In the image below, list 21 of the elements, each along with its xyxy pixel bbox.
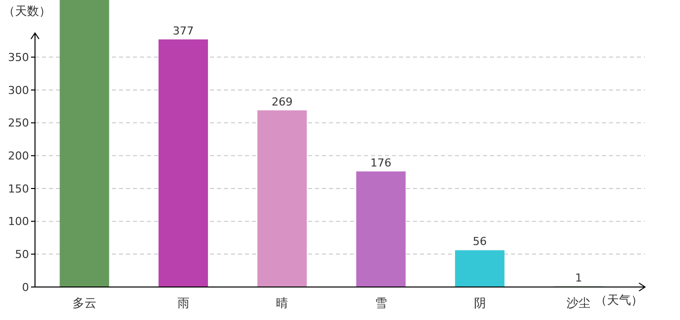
data-label: 56 [472,235,487,248]
y-tick-label: 150 [8,182,29,196]
y-axis-title: （天数） [3,4,51,18]
y-tick-label: 200 [8,150,29,162]
x-tick-label: 雪 [374,296,387,310]
x-tick-label: 沙尘 [566,296,591,310]
y-tick-label: 50 [15,248,29,262]
y-tick-label: 0 [22,280,29,294]
x-tick-label: 晴 [276,296,288,310]
y-tick-label: 300 [8,84,29,97]
x-tick-label: 阴 [474,296,486,310]
data-label: 269 [272,95,293,108]
x-axis-title: （天气） [595,293,643,308]
data-label: 377 [172,24,194,38]
y-tick-label: 350 [8,50,29,64]
y-tick-label: 250 [8,116,29,130]
data-label: 1 [575,271,582,284]
x-tick-label: 多云 [72,296,96,310]
x-tick-label: 雨 [177,296,190,310]
y-tick-label: 100 [8,215,29,228]
data-label: 176 [370,156,392,170]
